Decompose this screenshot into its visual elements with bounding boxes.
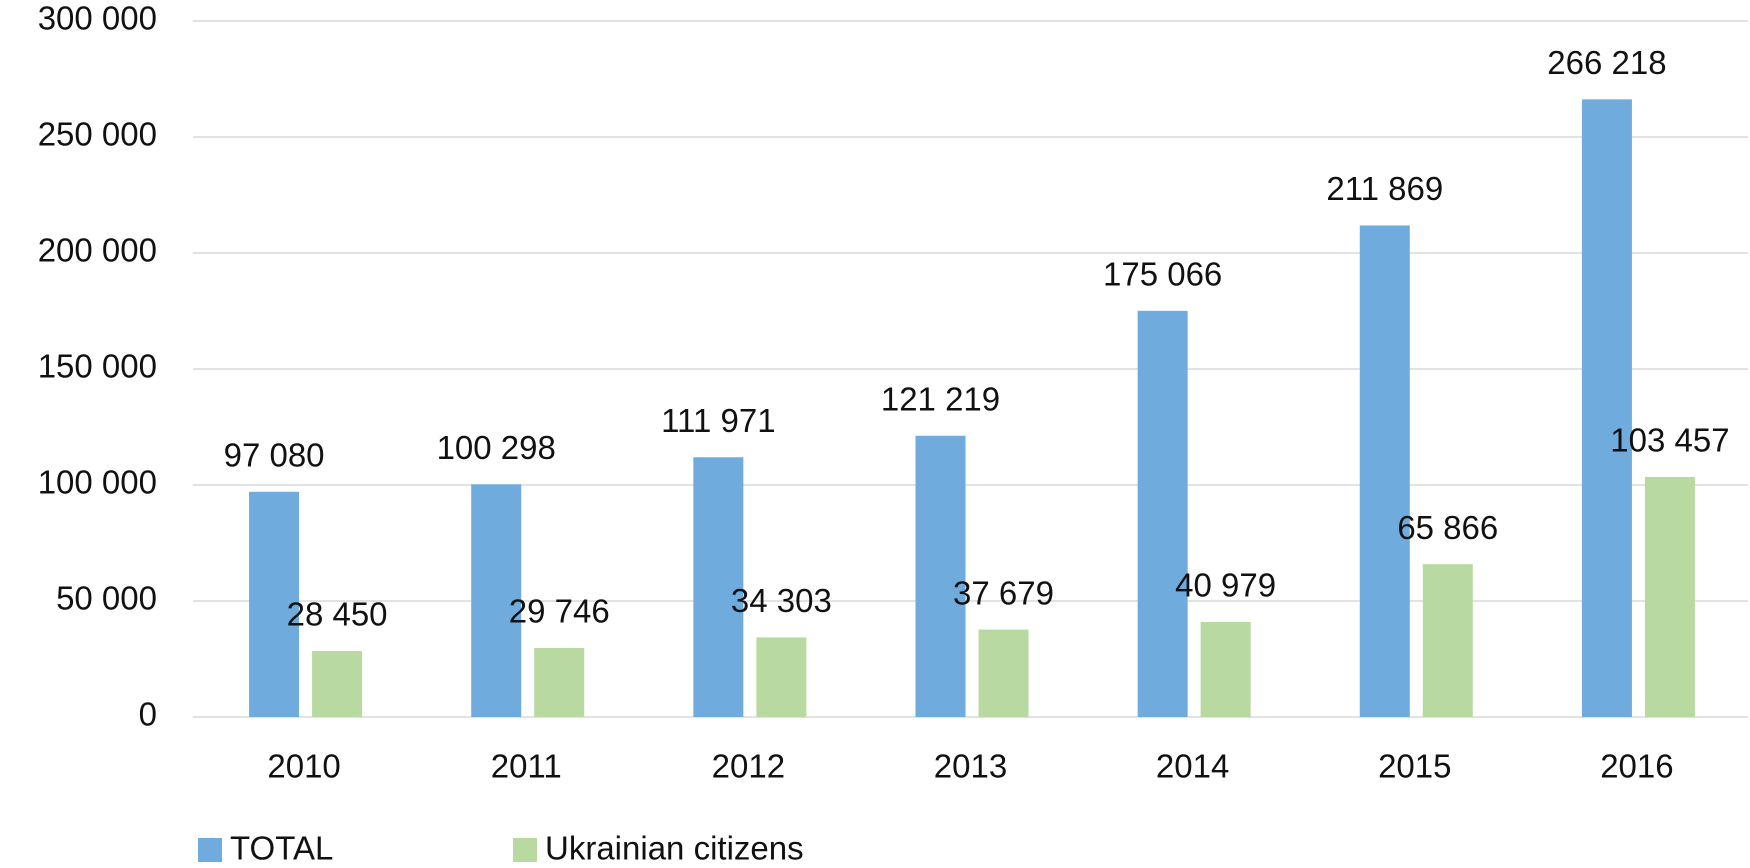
data-label: 65 866 bbox=[1397, 509, 1498, 546]
bar bbox=[756, 637, 807, 717]
data-label: 29 746 bbox=[509, 593, 610, 630]
y-tick-label: 50 000 bbox=[56, 580, 157, 617]
bar bbox=[1644, 476, 1695, 717]
y-tick-label: 250 000 bbox=[38, 116, 157, 153]
x-tick-label: 2013 bbox=[934, 748, 1007, 785]
data-label: 121 219 bbox=[881, 380, 1000, 417]
x-tick-label: 2012 bbox=[712, 748, 785, 785]
data-label: 34 303 bbox=[731, 582, 832, 619]
legend-swatch bbox=[198, 838, 222, 862]
bar bbox=[915, 435, 966, 717]
bar bbox=[1359, 225, 1410, 717]
bar bbox=[978, 629, 1029, 717]
bar bbox=[693, 457, 744, 717]
x-tick-label: 2016 bbox=[1600, 748, 1673, 785]
bar bbox=[312, 650, 363, 717]
data-label: 37 679 bbox=[953, 574, 1054, 611]
legend-label: Ukrainian citizens bbox=[545, 830, 804, 867]
data-label: 28 450 bbox=[287, 596, 388, 633]
x-tick-label: 2010 bbox=[267, 748, 340, 785]
x-tick-label: 2014 bbox=[1156, 748, 1229, 785]
data-label: 175 066 bbox=[1103, 256, 1222, 293]
bar bbox=[1137, 310, 1188, 717]
bar bbox=[1200, 621, 1251, 717]
bar bbox=[471, 484, 522, 717]
legend-swatch bbox=[513, 838, 537, 862]
data-label: 266 218 bbox=[1547, 44, 1666, 81]
y-tick-label: 200 000 bbox=[38, 232, 157, 269]
legend-label: TOTAL bbox=[230, 830, 333, 867]
bar bbox=[249, 491, 300, 717]
bar bbox=[1581, 99, 1632, 717]
data-label: 103 457 bbox=[1610, 422, 1729, 459]
x-tick-label: 2011 bbox=[491, 748, 562, 785]
data-label: 100 298 bbox=[437, 429, 556, 466]
data-label: 97 080 bbox=[224, 436, 325, 473]
y-tick-label: 300 000 bbox=[38, 0, 157, 37]
y-tick-label: 0 bbox=[139, 696, 157, 733]
bar bbox=[1422, 564, 1473, 717]
y-tick-label: 100 000 bbox=[38, 464, 157, 501]
bar bbox=[534, 647, 585, 717]
data-label: 111 971 bbox=[661, 402, 775, 439]
data-label: 40 979 bbox=[1175, 567, 1276, 604]
data-label: 211 869 bbox=[1326, 170, 1443, 207]
x-tick-label: 2015 bbox=[1378, 748, 1451, 785]
y-tick-label: 150 000 bbox=[38, 348, 157, 385]
